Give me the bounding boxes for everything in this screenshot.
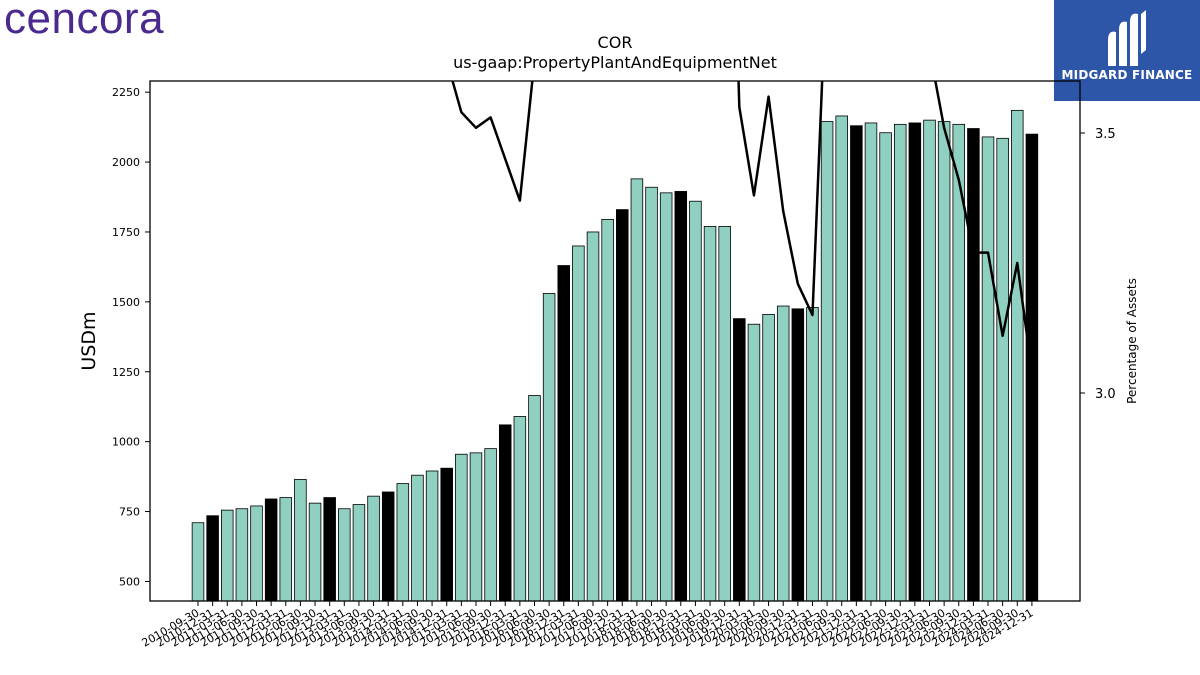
- bar-2023-03-31: [923, 119, 936, 602]
- bar-2015-12-31: [498, 424, 512, 602]
- bar-2019-09-30: [718, 225, 731, 602]
- y2-tick-label: 3.0: [1095, 387, 1116, 402]
- bar-2016-12-31: [557, 265, 571, 602]
- bar-2023-06-30: [937, 121, 951, 602]
- bar-2020-03-31: [747, 323, 761, 602]
- bar-2013-06-30: [352, 504, 366, 602]
- bar-2018-09-30: [659, 192, 673, 602]
- bar-2014-03-31: [396, 483, 410, 602]
- plot-frame: [149, 80, 1081, 602]
- bar-2014-06-30: [411, 474, 424, 602]
- y-tick-label: 1000: [112, 436, 140, 449]
- bar-2022-03-31: [864, 122, 878, 602]
- bar-2022-06-30: [879, 132, 892, 602]
- chart-title: COR: [597, 33, 633, 52]
- bar-2018-03-31: [630, 178, 644, 602]
- bar-2021-03-31: [806, 307, 819, 602]
- bar-2011-09-30: [250, 505, 263, 602]
- bar-2020-09-30: [776, 305, 790, 602]
- y-tick-label: 1500: [112, 296, 140, 309]
- bar-2017-09-30: [601, 218, 614, 602]
- bar-2016-09-30: [542, 293, 556, 602]
- bar-2011-12-31: [264, 498, 278, 602]
- bar-2015-09-30: [484, 448, 497, 602]
- y2-tick-label: 3.5: [1095, 127, 1116, 142]
- bar-2017-12-31: [616, 209, 629, 602]
- midgard-mark-icon: [1108, 10, 1146, 66]
- chart-subtitle: us-gaap:PropertyPlantAndEquipmentNet: [453, 53, 777, 72]
- cencora-logo: cencora: [4, 0, 165, 43]
- bar-2012-06-30: [294, 478, 307, 602]
- bar-2022-12-31: [908, 122, 922, 602]
- bar-2023-12-31: [967, 128, 980, 602]
- y-tick-label: 750: [119, 506, 140, 519]
- bar-2012-09-30: [308, 502, 322, 602]
- midgard-finance-wordmark: MIDGARD FINANCE: [1061, 68, 1193, 82]
- bar-2021-09-30: [835, 115, 848, 602]
- bar-2013-03-31: [338, 508, 351, 602]
- bar-2015-06-30: [469, 452, 483, 602]
- bar-2012-03-31: [279, 497, 293, 602]
- y-tick-label: 1750: [112, 226, 140, 239]
- y2-axis-label: Percentage of Assets: [1125, 278, 1139, 404]
- bar-2015-03-31: [455, 453, 468, 602]
- bar-2016-06-30: [528, 395, 541, 602]
- bar-2021-06-30: [820, 121, 834, 602]
- bar-2022-09-30: [893, 123, 907, 602]
- bar-2013-12-31: [381, 491, 395, 602]
- y-axis-label: USDm: [78, 311, 100, 370]
- y-tick-label: 2000: [112, 156, 140, 169]
- y-tick-label: 2250: [112, 86, 140, 99]
- bar-2020-06-30: [762, 314, 775, 602]
- bar-2018-06-30: [645, 186, 658, 602]
- bar-2017-03-31: [572, 245, 585, 602]
- bar-2017-06-30: [586, 231, 600, 602]
- bar-2012-12-31: [323, 497, 336, 602]
- bar-2024-09-30: [1011, 109, 1024, 602]
- bar-2014-12-31: [440, 467, 453, 602]
- y-tick-label: 1250: [112, 366, 140, 379]
- bar-2019-12-31: [733, 318, 746, 602]
- bar-2024-06-30: [996, 137, 1009, 602]
- y-tick-label: 500: [119, 575, 140, 588]
- bar-2018-12-31: [674, 191, 688, 602]
- bar-2020-12-31: [791, 308, 805, 602]
- bar-2016-03-31: [513, 416, 527, 602]
- bar-2010-12-31: [206, 515, 219, 602]
- bar-2011-03-31: [221, 509, 234, 602]
- bar-2019-03-31: [689, 200, 702, 602]
- bar-2014-09-30: [425, 470, 439, 602]
- bar-2021-12-31: [850, 125, 863, 602]
- bar-2019-06-30: [703, 225, 717, 602]
- bar-2024-03-31: [981, 136, 995, 602]
- percentage-line: [451, 81, 1034, 373]
- midgard-finance-logo: MIDGARD FINANCE: [1054, 0, 1200, 101]
- bar-2010-09-30: [191, 522, 205, 602]
- bar-2011-06-30: [235, 508, 249, 602]
- bar-2013-09-30: [367, 495, 380, 602]
